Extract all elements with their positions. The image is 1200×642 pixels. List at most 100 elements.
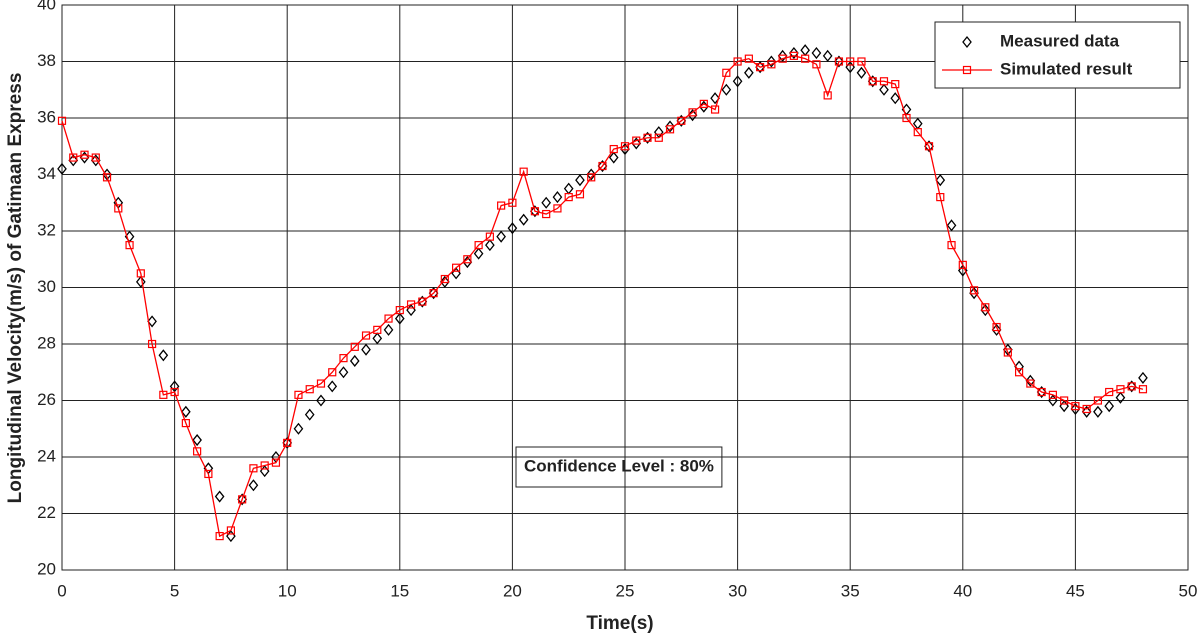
data-point [125,241,134,250]
data-point [1093,396,1103,405]
data-point [1060,396,1069,405]
data-point [57,116,67,125]
data-point [891,79,900,89]
data-point [237,493,247,506]
data-point [1026,379,1035,388]
data-point [440,275,450,288]
data-point [249,464,258,473]
data-point [924,140,934,153]
data-point [372,332,383,345]
data-point [789,51,799,60]
data-point [564,193,573,202]
data-point [632,136,641,145]
data-point [181,405,191,418]
data-point [721,83,732,96]
x-tick-label: 45 [1066,581,1085,600]
y-axis-label: Longitudinal Velocity(m/s) of Gatimaan E… [5,73,26,504]
data-point [777,49,788,62]
data-point [215,531,224,541]
data-point [316,394,326,407]
data-point [338,366,349,379]
data-point [214,490,225,503]
data-point [1071,402,1080,411]
data-point [260,461,269,470]
data-point [135,275,146,288]
annotation-box [515,446,723,488]
data-point [935,174,946,187]
data-point [282,436,293,449]
data-point [283,438,292,447]
data-point [608,151,619,164]
data-point [271,458,281,467]
data-point [744,66,754,79]
data-point [609,144,618,154]
data-point [677,116,686,125]
data-point [834,55,844,68]
data-point [1115,391,1126,404]
data-point [497,201,506,210]
data-point [766,55,777,68]
data-point [1138,371,1148,384]
y-tick-label: 38 [37,51,56,70]
data-point [485,232,494,241]
data-point [1081,405,1092,418]
data-point [395,306,404,315]
data-point [688,108,697,117]
data-point [147,315,157,328]
data-point [991,323,1002,336]
data-point [710,92,720,105]
data-point [204,469,213,479]
data-point [147,339,157,349]
data-point [114,204,123,213]
y-tick-label: 36 [37,107,56,126]
data-point [507,222,518,235]
data-point [136,269,145,278]
series-line [61,55,1144,538]
legend-box [934,21,1181,89]
data-point [226,526,235,535]
data-point [801,54,810,63]
legend-marker [962,65,972,75]
y-tick-label: 30 [37,277,56,296]
data-point [1126,380,1137,393]
data-point [418,297,427,306]
y-tick-label: 40 [37,0,56,13]
data-point [868,77,877,86]
data-point [508,198,517,207]
data-point [552,191,563,204]
data-point [474,241,483,250]
data-point [756,63,765,72]
x-tick-label: 25 [616,581,635,600]
data-point [654,133,663,142]
data-point [462,256,473,269]
data-point [992,322,1001,332]
data-point [80,150,89,159]
annotation: Confidence Level : 80% [524,456,714,475]
data-point [744,54,753,63]
data-point [428,287,439,300]
data-point [68,154,79,167]
data-point [406,300,416,309]
data-point [834,57,844,66]
data-point [1116,385,1125,394]
y-tick-label: 26 [37,390,56,409]
x-tick-label: 15 [390,581,409,600]
data-point [620,142,630,151]
data-point [969,286,979,295]
data-point [530,205,540,218]
data-point [463,255,472,264]
y-tick-label: 32 [37,220,56,239]
data-point [587,173,596,182]
x-tick-label: 35 [841,581,860,600]
data-point [238,495,247,504]
data-point [496,230,506,243]
y-tick-label: 28 [37,333,56,352]
data-point [822,49,833,62]
data-point [778,54,787,63]
data-point [294,390,303,399]
data-point [789,46,799,60]
data-point [542,209,551,219]
data-point [980,304,991,317]
x-tick-label: 20 [503,581,522,600]
